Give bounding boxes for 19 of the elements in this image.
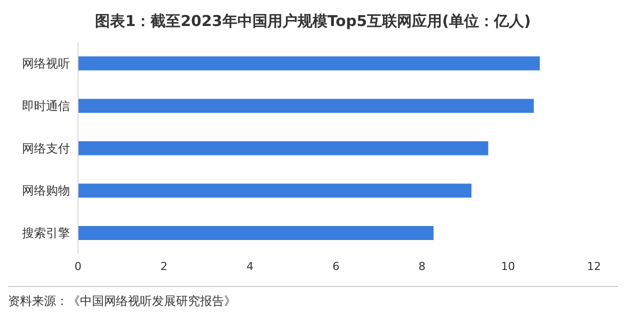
bar xyxy=(78,141,488,156)
bar xyxy=(78,56,540,70)
x-tick-label: 2 xyxy=(160,260,168,273)
bar xyxy=(78,184,472,198)
bar xyxy=(78,98,534,113)
x-tick-label: 0 xyxy=(74,260,82,273)
x-tick-label: 4 xyxy=(246,260,254,273)
text: 资料来源：《中国网络视听发展研究报告》 xyxy=(8,294,236,308)
x-tick-label: 12 xyxy=(587,260,601,273)
chart-title: 图表1：截至2023年中国用户规模Top5互联网应用(单位：亿人) xyxy=(94,11,532,32)
x-tick-label: 8 xyxy=(418,260,426,273)
y-tick-label: 网络支付 xyxy=(22,141,70,156)
y-tick-label: 网络购物 xyxy=(22,184,70,198)
y-tick-label: 搜索引擎 xyxy=(22,226,70,240)
y-tick-label: 网络视听 xyxy=(22,56,70,70)
x-tick-label: 10 xyxy=(501,260,515,273)
x-tick-label: 6 xyxy=(332,260,340,273)
y-tick-label: 即时通信 xyxy=(22,98,70,113)
bar xyxy=(78,226,434,240)
